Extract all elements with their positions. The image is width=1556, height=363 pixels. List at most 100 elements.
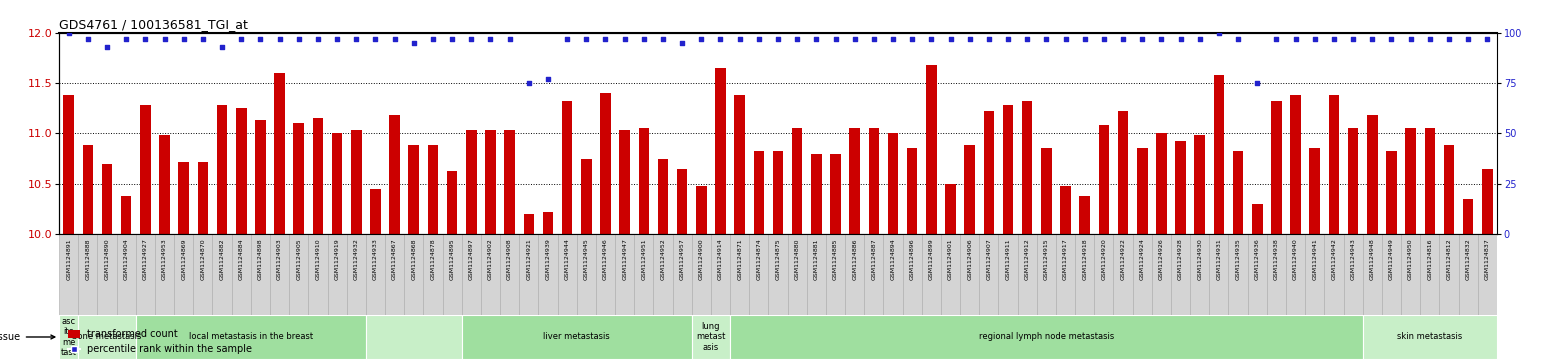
Bar [831,154,840,234]
Bar [941,234,960,315]
Bar [677,168,688,234]
Text: GSM1124894: GSM1124894 [890,238,896,280]
Bar [1363,315,1497,359]
Point [689,36,714,42]
Text: GSM1124890: GSM1124890 [104,238,109,280]
Point [574,36,599,42]
Bar [1002,105,1013,234]
Bar [462,234,481,315]
Bar [1022,101,1033,234]
Text: GSM1124908: GSM1124908 [507,238,512,280]
Point [1148,36,1173,42]
Bar [692,234,711,315]
Bar [1117,111,1128,234]
Bar [1386,151,1397,234]
Bar [313,118,324,234]
Point [1302,36,1327,42]
Text: GSM1124898: GSM1124898 [258,238,263,280]
Point [1418,36,1442,42]
Bar [769,234,787,315]
Point [920,36,944,42]
Point [1321,36,1346,42]
Bar [1424,129,1435,234]
Text: liver metastasis: liver metastasis [543,333,610,342]
Text: GSM1124891: GSM1124891 [67,238,72,280]
Bar [98,234,117,315]
Bar [638,129,649,234]
Point [1130,36,1155,42]
Bar [59,315,78,359]
Text: GSM1124871: GSM1124871 [738,238,742,280]
Bar [1041,148,1052,234]
Bar [658,159,668,234]
Bar [1405,129,1416,234]
Bar [577,234,596,315]
Bar [1347,129,1358,234]
Text: GSM1124957: GSM1124957 [680,238,685,280]
Point [784,36,809,42]
Bar [117,234,135,315]
Text: GSM1124919: GSM1124919 [335,238,339,280]
Point [804,36,829,42]
Text: GSM1124907: GSM1124907 [987,238,991,280]
Text: GSM1124880: GSM1124880 [795,238,800,280]
Text: GSM1124905: GSM1124905 [296,238,302,280]
Point [1399,36,1424,42]
Bar [216,105,227,234]
Bar [1214,75,1225,234]
Bar [1290,95,1301,234]
Point [1284,36,1309,42]
Bar [902,234,921,315]
Bar [274,73,285,234]
Bar [405,234,423,315]
Bar [1036,234,1057,315]
Bar [1075,234,1094,315]
Point [957,36,982,42]
Bar [423,234,442,315]
Point [977,36,1002,42]
Bar [1057,234,1075,315]
Bar [409,146,419,234]
Bar [845,234,864,315]
Bar [271,234,289,315]
Point [56,30,81,36]
Bar [1151,234,1172,315]
Bar [792,129,803,234]
Point [593,36,618,42]
Bar [1253,204,1262,234]
Text: GSM1124896: GSM1124896 [910,238,915,280]
Text: GSM1124950: GSM1124950 [1408,238,1413,280]
Point [1091,36,1116,42]
Bar [140,105,151,234]
Bar [734,95,745,234]
Text: GSM1124952: GSM1124952 [660,238,666,280]
Text: skin metastasis: skin metastasis [1397,333,1463,342]
Text: GSM1124897: GSM1124897 [468,238,473,280]
Bar [232,234,251,315]
Text: GDS4761 / 100136581_TGI_at: GDS4761 / 100136581_TGI_at [59,19,247,32]
Bar [884,234,902,315]
Bar [1271,101,1282,234]
Bar [615,234,635,315]
Bar [944,184,955,234]
Point [899,36,924,42]
Point [75,36,100,42]
Point [1015,36,1039,42]
Bar [1172,234,1190,315]
Bar [907,148,918,234]
Bar [485,130,496,234]
Bar [864,234,884,315]
Bar [562,101,573,234]
Text: lung
metast
asis: lung metast asis [696,322,725,352]
Point [1436,36,1461,42]
Bar [198,162,209,234]
Text: GSM1124837: GSM1124837 [1484,238,1489,280]
Bar [1382,234,1400,315]
Point [632,36,657,42]
Bar [1060,186,1071,234]
Point [171,36,196,42]
Bar [289,234,308,315]
Bar [787,234,806,315]
Bar [596,234,615,315]
Bar [78,234,98,315]
